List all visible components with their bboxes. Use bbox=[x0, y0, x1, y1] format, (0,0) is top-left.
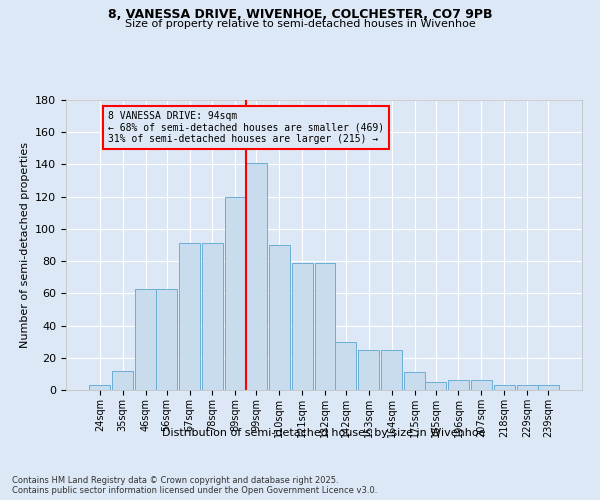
Bar bbox=[425, 382, 446, 390]
Bar bbox=[382, 350, 402, 390]
Bar bbox=[156, 288, 177, 390]
Bar bbox=[517, 385, 538, 390]
Bar bbox=[225, 196, 246, 390]
Bar bbox=[538, 385, 559, 390]
Y-axis label: Number of semi-detached properties: Number of semi-detached properties bbox=[20, 142, 29, 348]
Bar bbox=[112, 370, 133, 390]
Bar bbox=[404, 372, 425, 390]
Bar bbox=[202, 244, 223, 390]
Text: Distribution of semi-detached houses by size in Wivenhoe: Distribution of semi-detached houses by … bbox=[162, 428, 486, 438]
Bar bbox=[448, 380, 469, 390]
Text: Size of property relative to semi-detached houses in Wivenhoe: Size of property relative to semi-detach… bbox=[125, 19, 475, 29]
Bar bbox=[269, 245, 290, 390]
Bar bbox=[471, 380, 492, 390]
Bar bbox=[314, 262, 335, 390]
Text: Contains HM Land Registry data © Crown copyright and database right 2025.
Contai: Contains HM Land Registry data © Crown c… bbox=[12, 476, 377, 495]
Bar bbox=[292, 262, 313, 390]
Text: 8 VANESSA DRIVE: 94sqm
← 68% of semi-detached houses are smaller (469)
31% of se: 8 VANESSA DRIVE: 94sqm ← 68% of semi-det… bbox=[108, 112, 385, 144]
Bar bbox=[494, 385, 515, 390]
Bar bbox=[246, 163, 266, 390]
Bar bbox=[358, 350, 379, 390]
Bar bbox=[335, 342, 356, 390]
Text: 8, VANESSA DRIVE, WIVENHOE, COLCHESTER, CO7 9PB: 8, VANESSA DRIVE, WIVENHOE, COLCHESTER, … bbox=[108, 8, 492, 20]
Bar bbox=[136, 288, 156, 390]
Bar bbox=[89, 385, 110, 390]
Bar bbox=[179, 244, 200, 390]
